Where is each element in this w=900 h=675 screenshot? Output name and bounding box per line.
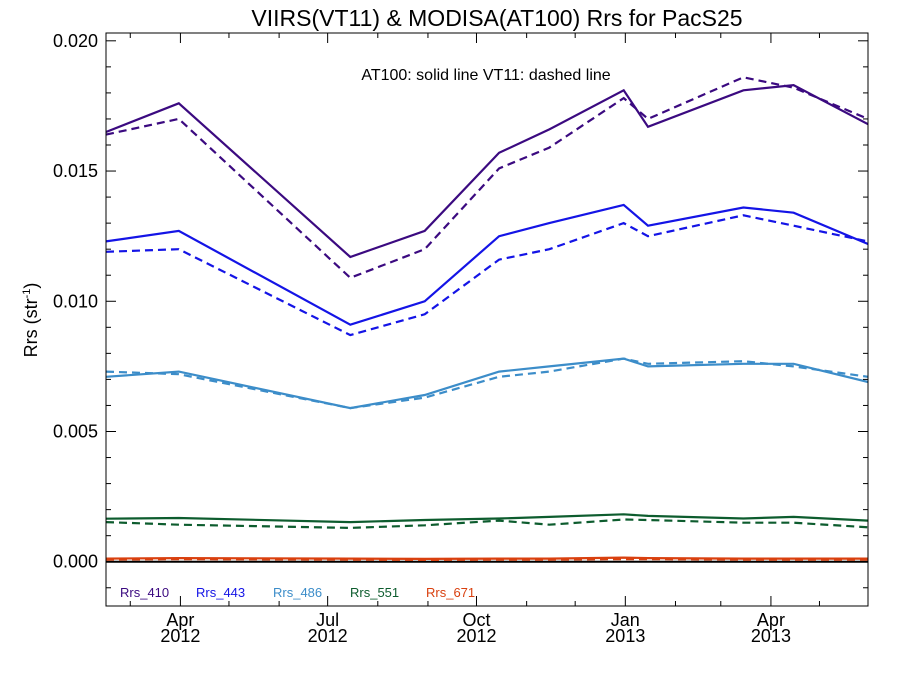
legend-entry-Rrs_486: Rrs_486 xyxy=(273,585,322,600)
series-line-dashed-Rrs_443 xyxy=(105,214,869,337)
x-tick-label-year: 2013 xyxy=(605,626,645,646)
x-tick-label-month: Apr xyxy=(757,610,785,630)
series-line-dashed-Rrs_671 xyxy=(105,557,868,562)
series-line-solid-Rrs_486 xyxy=(105,357,869,410)
series-line-dashed-Rrs_410 xyxy=(105,76,869,280)
legend-entry-Rrs_551: Rrs_551 xyxy=(350,585,399,600)
x-tick-label-year: 2013 xyxy=(751,626,791,646)
legend-entry-Rrs_410: Rrs_410 xyxy=(120,585,169,600)
y-axis-label-close: ) xyxy=(21,283,41,289)
x-tick-label-month: Jan xyxy=(611,610,640,630)
y-axis-label: Rrs (str-1) xyxy=(21,283,41,358)
y-tick-label: 0.010 xyxy=(53,291,98,311)
legend-entry-Rrs_671: Rrs_671 xyxy=(426,585,475,600)
y-tick-label: 0.005 xyxy=(53,421,98,441)
series-line-dashed-Rrs_551 xyxy=(105,518,869,530)
y-tick-label: 0.020 xyxy=(53,31,98,51)
series-line-solid-Rrs_443 xyxy=(105,203,869,326)
plot-frame xyxy=(105,32,869,607)
plot-area xyxy=(105,76,869,563)
legend-entry-Rrs_443: Rrs_443 xyxy=(196,585,245,600)
x-tick-label-month: Oct xyxy=(462,610,490,630)
x-tick-label-year: 2012 xyxy=(308,626,348,646)
series-line-solid-Rrs_551 xyxy=(105,513,869,524)
y-axis-label-superscript: -1 xyxy=(21,289,33,299)
y-tick-label: 0.000 xyxy=(53,552,98,572)
x-tick-label-month: Jul xyxy=(316,610,339,630)
x-tick-label-month: Apr xyxy=(166,610,194,630)
series-line-dashed-Rrs_486 xyxy=(105,357,869,410)
chart-title: VIIRS(VT11) & MODISA(AT100) Rrs for PacS… xyxy=(251,5,742,31)
x-tick-label-year: 2012 xyxy=(456,626,496,646)
x-tick-label-year: 2012 xyxy=(160,626,200,646)
y-tick-label: 0.015 xyxy=(53,161,98,181)
series-line-solid-Rrs_410 xyxy=(105,83,869,259)
y-axis-label-main: Rrs (str xyxy=(21,298,41,357)
line-style-annotation: AT100: solid line VT11: dashed line xyxy=(361,67,610,84)
